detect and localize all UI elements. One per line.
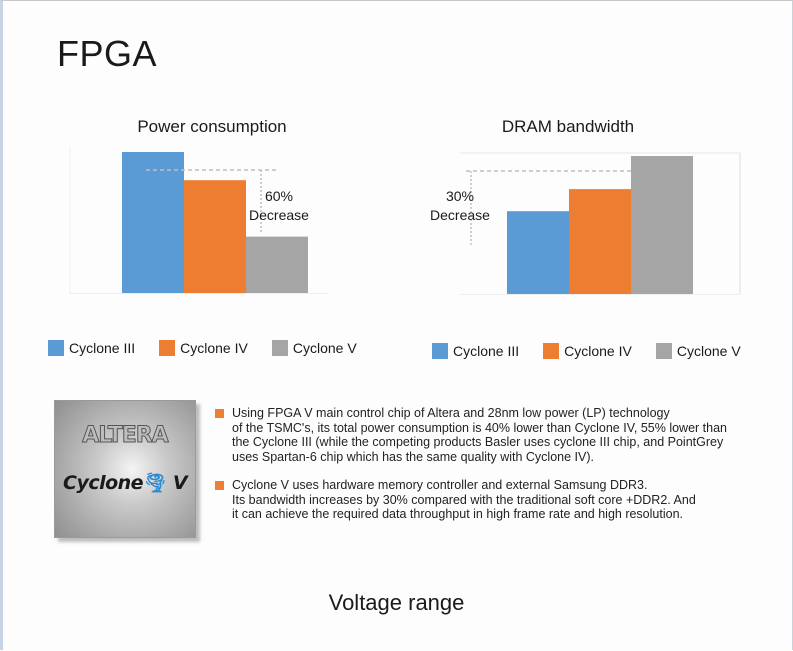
power-chart-legend: Cyclone III Cyclone IV Cyclone V bbox=[48, 340, 381, 356]
power-consumption-chart bbox=[69, 148, 328, 294]
dram-chart-legend: Cyclone III Cyclone IV Cyclone V bbox=[432, 343, 765, 359]
bullet-square-icon bbox=[215, 481, 224, 490]
chip-version: V bbox=[172, 472, 188, 494]
bullet-bandwidth: Cyclone V uses hardware memory controlle… bbox=[215, 478, 760, 522]
legend-swatch-cyclone-iii bbox=[432, 343, 448, 359]
legend-swatch-cyclone-iv bbox=[159, 340, 176, 356]
legend-label: Cyclone V bbox=[676, 343, 741, 359]
legend-item-cyclone-v: Cyclone V bbox=[271, 340, 357, 356]
dram-decrease-label: Decrease bbox=[430, 207, 490, 223]
bullet-line: the Cyclone III (while the competing pro… bbox=[232, 435, 724, 449]
dram-chart-title: DRAM bandwidth bbox=[501, 117, 635, 136]
cyclone-v-logo: Cyclone🌪︎ V bbox=[63, 471, 188, 494]
legend-swatch-cyclone-v bbox=[655, 343, 672, 359]
legend-swatch-cyclone-iv bbox=[543, 343, 560, 359]
chip-product-name: Cyclone bbox=[63, 472, 144, 494]
cyclone-v-chip-image: ALTERA Cyclone🌪︎ V bbox=[54, 400, 196, 538]
legend-label: Cyclone IV bbox=[564, 343, 632, 359]
description-bullets: Using FPGA V main control chip of Altera… bbox=[215, 406, 760, 536]
bullet-line: Its bandwidth increases by 30% compared … bbox=[232, 492, 696, 507]
legend-label: Cyclone V bbox=[292, 340, 357, 356]
bullet-square-icon bbox=[215, 409, 224, 418]
bar-cyclone-iv bbox=[569, 189, 631, 294]
bar-cyclone-iii bbox=[122, 152, 184, 293]
legend-item-cyclone-iii: Cyclone III bbox=[432, 343, 519, 359]
legend-item-cyclone-iv: Cyclone IV bbox=[159, 340, 248, 356]
page-title: FPGA bbox=[57, 33, 158, 74]
legend-label: Cyclone III bbox=[69, 340, 136, 356]
power-chart-title: Power consumption bbox=[137, 117, 287, 136]
legend-item-cyclone-iii: Cyclone III bbox=[48, 340, 135, 356]
altera-logo: ALTERA bbox=[82, 423, 169, 449]
dram-bandwidth-chart bbox=[460, 152, 741, 295]
bullet-line: Cyclone V uses hardware memory controlle… bbox=[232, 478, 648, 492]
bullet-line: Using FPGA V main control chip of Altera… bbox=[232, 406, 670, 420]
dram-decrease-percent: 30% bbox=[445, 188, 475, 204]
legend-label: Cyclone III bbox=[453, 343, 520, 359]
power-decrease-percent: 60% bbox=[264, 188, 294, 204]
power-decrease-annotation: 60% Decrease bbox=[248, 187, 310, 225]
bar-cyclone-v bbox=[246, 236, 308, 293]
bullet-line: of the TSMC's, its total power consumpti… bbox=[232, 420, 727, 435]
legend-item-cyclone-iv: Cyclone IV bbox=[543, 343, 632, 359]
voltage-range-heading: Voltage range bbox=[328, 590, 465, 615]
bar-cyclone-iii bbox=[507, 211, 569, 294]
power-decrease-label: Decrease bbox=[249, 207, 309, 223]
bar-cyclone-v bbox=[631, 156, 693, 294]
bullet-line: it can achieve the required data through… bbox=[232, 507, 683, 521]
legend-item-cyclone-v: Cyclone V bbox=[655, 343, 741, 359]
dram-decrease-annotation: 30% Decrease bbox=[426, 187, 494, 225]
bar-cyclone-iv bbox=[184, 180, 246, 293]
bullet-line: uses Spartan-6 chip which has the same q… bbox=[232, 449, 594, 464]
legend-swatch-cyclone-v bbox=[271, 340, 288, 356]
legend-label: Cyclone IV bbox=[180, 340, 248, 356]
tornado-icon: 🌪︎ bbox=[143, 472, 167, 494]
legend-swatch-cyclone-iii bbox=[48, 340, 64, 356]
bullet-power: Using FPGA V main control chip of Altera… bbox=[215, 406, 760, 464]
